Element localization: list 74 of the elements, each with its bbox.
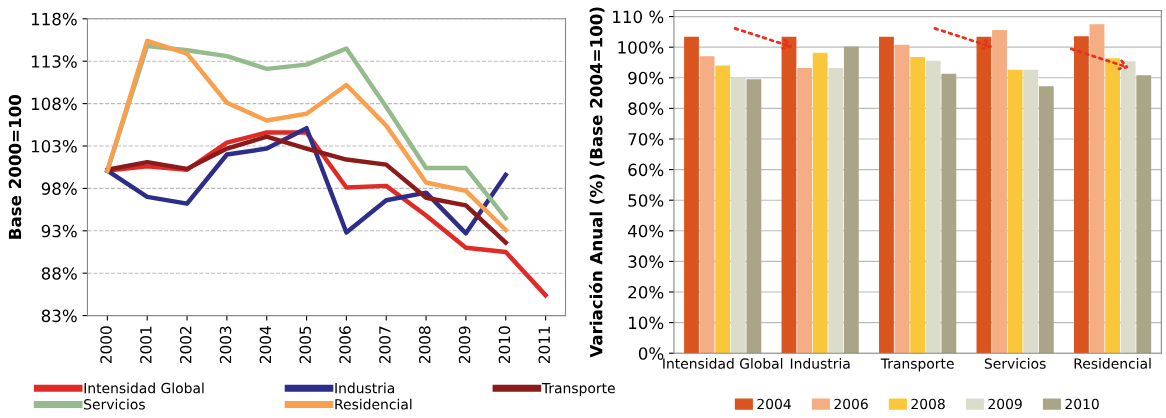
legend-label: 2008 [911,398,945,410]
x-tick-label: 2000 [100,326,112,364]
y-tick-label: 98% [41,182,77,195]
x-tick-label: 2002 [179,326,192,364]
y-tick-label: 103% [31,139,77,153]
bar [1074,36,1089,354]
bar [894,44,910,354]
y-tick-label: 100% [618,41,664,54]
x-tick-label: Intensidad Global [663,358,783,369]
legend-label: Servicios [84,398,145,410]
legend-label: 2009 [988,398,1022,410]
x-tick-label: 2004 [259,326,272,364]
y-tick-label: 40% [628,224,664,238]
bar [1105,58,1121,354]
bar [730,77,746,354]
x-tick-label: 2001 [140,326,152,364]
x-tick-label: 2009 [458,326,471,364]
y-tick-label: 113% [31,55,77,68]
legend-label: 2010 [1065,398,1099,410]
legend-label: 2004 [757,398,791,410]
y-tick-label: 118% [31,12,77,26]
legend-label: Industria [335,382,395,394]
y-tick-label: 0% [638,347,664,360]
bar [715,65,731,354]
y-tick-label: 70% [628,132,664,146]
bar [781,36,797,354]
bar [843,46,859,354]
y-tick-label: 10% [629,316,664,330]
bar [976,36,992,354]
y-tick-label: 88% [41,267,77,280]
y-axis-title: Variación Anual (%) (Base 2004=100) [588,7,605,358]
legend-label: Residencial [335,398,412,410]
x-tick-label: 2008 [418,326,431,364]
y-tick-label: 108% [31,97,77,111]
bar [797,67,812,354]
bar [1120,61,1136,354]
bar [1136,75,1152,354]
y-tick-label: 60% [628,163,664,177]
x-tick-label: Industria [790,358,850,369]
bar [941,73,957,354]
y-tick-label: 93% [41,224,77,238]
x-tick-label: 2003 [219,326,232,364]
bar [910,56,926,354]
bar [684,36,699,354]
bar [1007,69,1023,354]
x-tick-label: 2006 [339,326,351,364]
y-tick-label: 30% [628,255,664,268]
x-tick-label: Transporte [880,358,954,372]
y-tick-label: 50% [628,194,664,207]
bar [699,56,715,354]
bar [1089,24,1105,354]
bar [812,52,828,354]
x-tick-label: Servicios [984,358,1046,369]
x-tick-label: 2011 [538,326,551,364]
y-axis-title: Base 2000=100 [8,94,22,239]
bar [746,79,762,354]
y-tick-label: 90% [628,71,664,85]
x-tick-label: Residencial [1074,358,1151,369]
legend-label: Intensidad Global [84,382,204,394]
y-tick-label: 110 % [613,10,664,24]
legend-label: Transporte [541,383,615,397]
bar [992,30,1007,354]
x-tick-label: 2010 [498,326,511,364]
y-tick-label: 20% [628,285,664,299]
bar [828,67,844,354]
bar [1038,86,1054,354]
bar [1023,69,1039,354]
bar [879,36,894,354]
legend-label: 2006 [834,398,868,410]
x-tick-label: 2005 [299,326,311,364]
x-tick-label: 2007 [379,326,391,364]
bar [925,60,941,354]
y-tick-label: 83% [41,309,77,323]
y-tick-label: 80% [628,102,664,115]
